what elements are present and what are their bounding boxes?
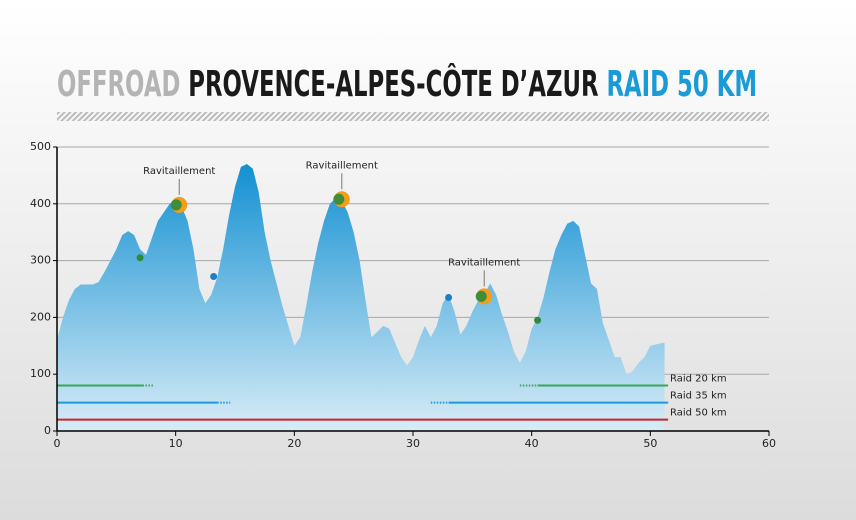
x-tick-label: 40 — [525, 437, 539, 450]
supply-point-inner — [333, 193, 345, 205]
marker — [136, 254, 144, 262]
marker — [210, 273, 218, 281]
title-underline — [57, 112, 769, 121]
title-part: PROVENCE-ALPES-CÔTE D’AZUR — [188, 63, 598, 105]
y-tick-label: 500 — [30, 140, 51, 153]
y-tick-label: 100 — [30, 367, 51, 380]
x-tick-label: 30 — [406, 437, 420, 450]
y-tick-label: 200 — [30, 310, 51, 323]
elevation-area — [57, 164, 665, 432]
y-tick-label: 0 — [44, 424, 51, 437]
x-tick-label: 20 — [287, 437, 301, 450]
x-tick-label: 0 — [54, 437, 61, 450]
annotation-label: Ravitaillement — [448, 257, 520, 268]
title-part: OFFROAD — [57, 64, 180, 105]
x-tick-label: 60 — [762, 437, 776, 450]
supply-point-inner — [170, 199, 182, 211]
x-tick-label: 10 — [169, 437, 183, 450]
route-label: Raid 20 km — [670, 374, 727, 385]
marker — [534, 316, 542, 324]
supply-point-inner — [475, 290, 487, 302]
marker — [445, 294, 453, 302]
title-part: RAID 50 KM — [607, 64, 757, 105]
y-tick-label: 300 — [30, 254, 51, 267]
route-label: Raid 50 km — [670, 408, 727, 419]
x-tick-label: 50 — [643, 437, 657, 450]
annotation-label: Ravitaillement — [306, 160, 378, 171]
annotation-label: Ravitaillement — [143, 166, 215, 177]
route-label: Raid 35 km — [670, 391, 727, 402]
y-tick-label: 400 — [30, 197, 51, 210]
chart-title: OFFROAD PROVENCE-ALPES-CÔTE D’AZUR RAID … — [57, 63, 757, 105]
